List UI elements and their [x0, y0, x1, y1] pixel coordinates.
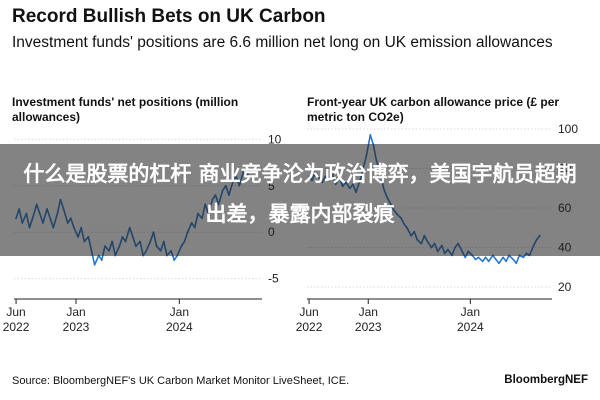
data-point-1-46	[464, 256, 467, 259]
x-tick-label-0-1-0: Jan	[66, 305, 85, 319]
data-point-1-18	[369, 134, 372, 136]
data-point-1-61	[515, 262, 518, 265]
chart-title: Record Bullish Bets on UK Carbon	[12, 6, 326, 27]
panel-title-allowance-price: Front-year UK carbon allowance price (£ …	[307, 95, 560, 124]
overlay-banner: 什么是股票的杠杆 商业竞争沦为政治博弈，美国宇航员超期出差，暴露内部裂痕	[0, 144, 600, 256]
data-point-1-55	[494, 258, 497, 261]
overlay-banner-text: 什么是股票的杠杆 商业竞争沦为政治博弈，美国宇航员超期出差，暴露内部裂痕	[23, 162, 577, 226]
y-tick-label-0-3: -5	[268, 272, 279, 286]
data-point-1-50	[477, 256, 480, 259]
x-tick-label-1-2-1: 2024	[457, 320, 484, 334]
x-tick-label-0-0-0: Jun	[6, 305, 25, 319]
chart-subtitle: Investment funds' positions are 6.6 mill…	[12, 34, 553, 51]
data-point-1-58	[505, 260, 507, 263]
y-tick-label-0-0: 10	[268, 132, 282, 146]
x-tick-label-1-2-0: Jan	[461, 305, 480, 319]
data-point-0-46	[173, 259, 176, 262]
x-tick-label-1-0-1: 2022	[296, 320, 323, 334]
data-point-1-56	[498, 262, 500, 265]
data-point-1-49	[474, 258, 477, 261]
x-tick-label-0-2-1: 2024	[166, 320, 193, 334]
x-tick-label-0-0-1: 2022	[3, 320, 30, 334]
x-tick-label-0-1-1: 2023	[63, 320, 90, 334]
data-point-1-60	[512, 258, 515, 261]
y-tick-label-1-0: 100	[558, 122, 578, 136]
source-note: Source: BloombergNEF's UK Carbon Market …	[12, 375, 350, 387]
data-point-1-51	[481, 260, 484, 263]
x-tick-label-1-1-0: Jan	[359, 305, 378, 319]
y-tick-label-1-4: 20	[558, 280, 572, 294]
panel-title-net-positions: Investment funds' net positions (million…	[12, 95, 239, 124]
brand-logo: BloombergNEF	[504, 374, 588, 386]
data-point-1-57	[502, 256, 504, 259]
x-tick-label-1-1-1: 2023	[355, 320, 382, 334]
data-point-1-53	[487, 260, 490, 263]
data-point-0-23	[93, 263, 96, 266]
data-point-1-63	[522, 256, 525, 259]
data-point-0-25	[100, 259, 103, 262]
x-tick-label-0-2-0: Jan	[170, 305, 189, 319]
x-tick-label-1-0-0: Jun	[299, 305, 318, 319]
data-point-1-52	[484, 256, 487, 259]
